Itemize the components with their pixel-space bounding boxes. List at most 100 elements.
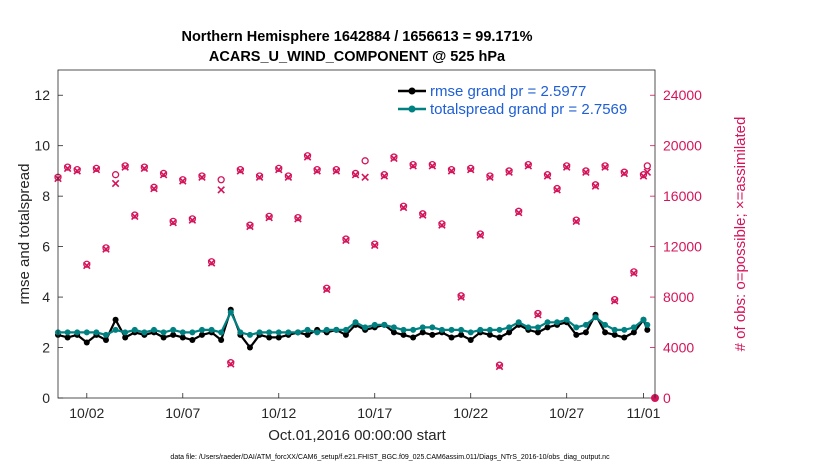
obs-assimilated-point — [514, 208, 523, 217]
obs-assimilated-point — [342, 236, 350, 245]
obs-possible-point — [447, 166, 456, 174]
x-tick-label: 10/27 — [549, 405, 584, 421]
obs-possible-point — [524, 160, 532, 169]
series-point-1 — [294, 329, 301, 336]
obs-possible-point — [217, 176, 225, 184]
obs-possible-point — [582, 167, 590, 175]
series-point-0 — [534, 329, 541, 336]
series-point-0 — [342, 331, 349, 338]
series-point-0 — [246, 344, 253, 351]
footnote: data file: /Users/raeder/DAI/ATM_forcXX/… — [170, 454, 610, 461]
obs-possible-point — [620, 168, 628, 176]
series-point-1 — [400, 326, 407, 333]
series-point-1 — [256, 329, 263, 336]
obs-assimilated-point — [370, 241, 379, 250]
series-point-1 — [429, 324, 436, 331]
obs-possible-point — [572, 216, 580, 224]
obs-possible-point — [563, 162, 571, 170]
obs-assimilated-point — [121, 163, 129, 171]
series-point-0 — [218, 336, 225, 343]
title-group: Northern Hemisphere 1642884 / 1656613 = … — [181, 29, 532, 65]
series-point-0 — [602, 329, 609, 336]
obs-assimilated-point — [620, 169, 629, 178]
obs-possible-point — [630, 268, 638, 276]
plot-area — [54, 69, 659, 402]
obs-possible-point — [428, 160, 436, 169]
y-tick-label-left: 0 — [42, 390, 50, 406]
obs-assimilated-point — [236, 167, 245, 175]
plot-frame — [57, 69, 656, 399]
series-point-0 — [266, 334, 273, 341]
obs-possible-point — [390, 153, 398, 161]
obs-assimilated-point — [486, 173, 494, 181]
series-point-1 — [381, 321, 388, 328]
series-point-0 — [630, 329, 637, 336]
series-point-1 — [64, 329, 71, 336]
chart-title: Northern Hemisphere 1642884 / 1656613 = … — [181, 29, 532, 45]
series-point-0 — [160, 334, 167, 341]
obs-assimilated-point — [159, 170, 168, 179]
obs-assimilated-point — [83, 261, 91, 270]
series-point-0 — [611, 331, 618, 338]
obs-possible-point — [275, 164, 283, 173]
y-tick-label-right: 8000 — [663, 289, 694, 305]
series-point-0 — [448, 334, 455, 341]
series-point-0 — [64, 334, 71, 341]
obs-assimilated-point — [505, 168, 513, 176]
obs-possible-point — [380, 171, 388, 179]
obs-possible-point — [73, 166, 81, 174]
y-tick-label-left: 6 — [42, 239, 50, 255]
x-tick-label: 11/01 — [626, 405, 660, 421]
obs-assimilated-point — [131, 212, 139, 221]
series-point-0 — [198, 331, 205, 338]
y-tick-label-left: 10 — [34, 138, 50, 154]
obs-possible-point — [639, 171, 648, 179]
series-point-1 — [410, 326, 417, 333]
x-tick-label: 10/07 — [165, 405, 200, 421]
series-point-1 — [506, 324, 513, 331]
obs-possible-point — [601, 162, 609, 170]
obs-assimilated-point — [553, 186, 561, 194]
series-point-1 — [141, 329, 148, 336]
obs-assimilated-point — [322, 285, 331, 294]
series-point-1 — [467, 329, 474, 336]
series-point-0 — [122, 334, 129, 341]
y-tick-label-right: 24000 — [663, 87, 702, 103]
series-point-1 — [573, 324, 580, 331]
obs-assimilated-point — [457, 293, 465, 301]
series-point-1 — [179, 329, 186, 336]
obs-possible-point — [361, 157, 369, 165]
series-point-1 — [342, 326, 349, 333]
series-point-1 — [246, 331, 253, 338]
obs-possible-point — [159, 169, 168, 178]
obs-assimilated-point — [303, 153, 312, 161]
obs-possible-point — [543, 171, 552, 179]
obs-possible-point — [198, 172, 206, 180]
series-point-0 — [102, 336, 109, 343]
obs-possible-point — [121, 162, 129, 170]
series-point-0 — [189, 336, 196, 343]
obs-possible-point — [457, 292, 465, 300]
legend-spread-label: totalspread grand pr = 2.7569 — [430, 101, 627, 118]
obs-possible-point — [207, 258, 216, 266]
series-point-0 — [544, 324, 551, 331]
series-point-1 — [640, 316, 647, 323]
series-point-1 — [644, 321, 651, 328]
obs-assimilated-point — [361, 173, 369, 181]
obs-assimilated-point — [284, 173, 293, 181]
obs-assimilated-point — [495, 362, 504, 371]
series-point-1 — [237, 329, 244, 336]
obs-assimilated-point — [207, 259, 216, 267]
obs-assimilated-point — [630, 269, 638, 277]
obs-possible-point — [111, 171, 120, 179]
series-point-1 — [304, 326, 311, 333]
obs-assimilated-point — [294, 215, 302, 223]
series-point-1 — [458, 326, 465, 333]
series-point-1 — [362, 324, 369, 331]
obs-assimilated-point — [534, 310, 542, 319]
obs-assimilated-point — [73, 167, 81, 175]
series-point-0 — [496, 334, 503, 341]
obs-possible-point — [179, 176, 187, 184]
y-tick-label-right: 12000 — [663, 239, 702, 255]
obs-possible-point — [351, 169, 360, 178]
